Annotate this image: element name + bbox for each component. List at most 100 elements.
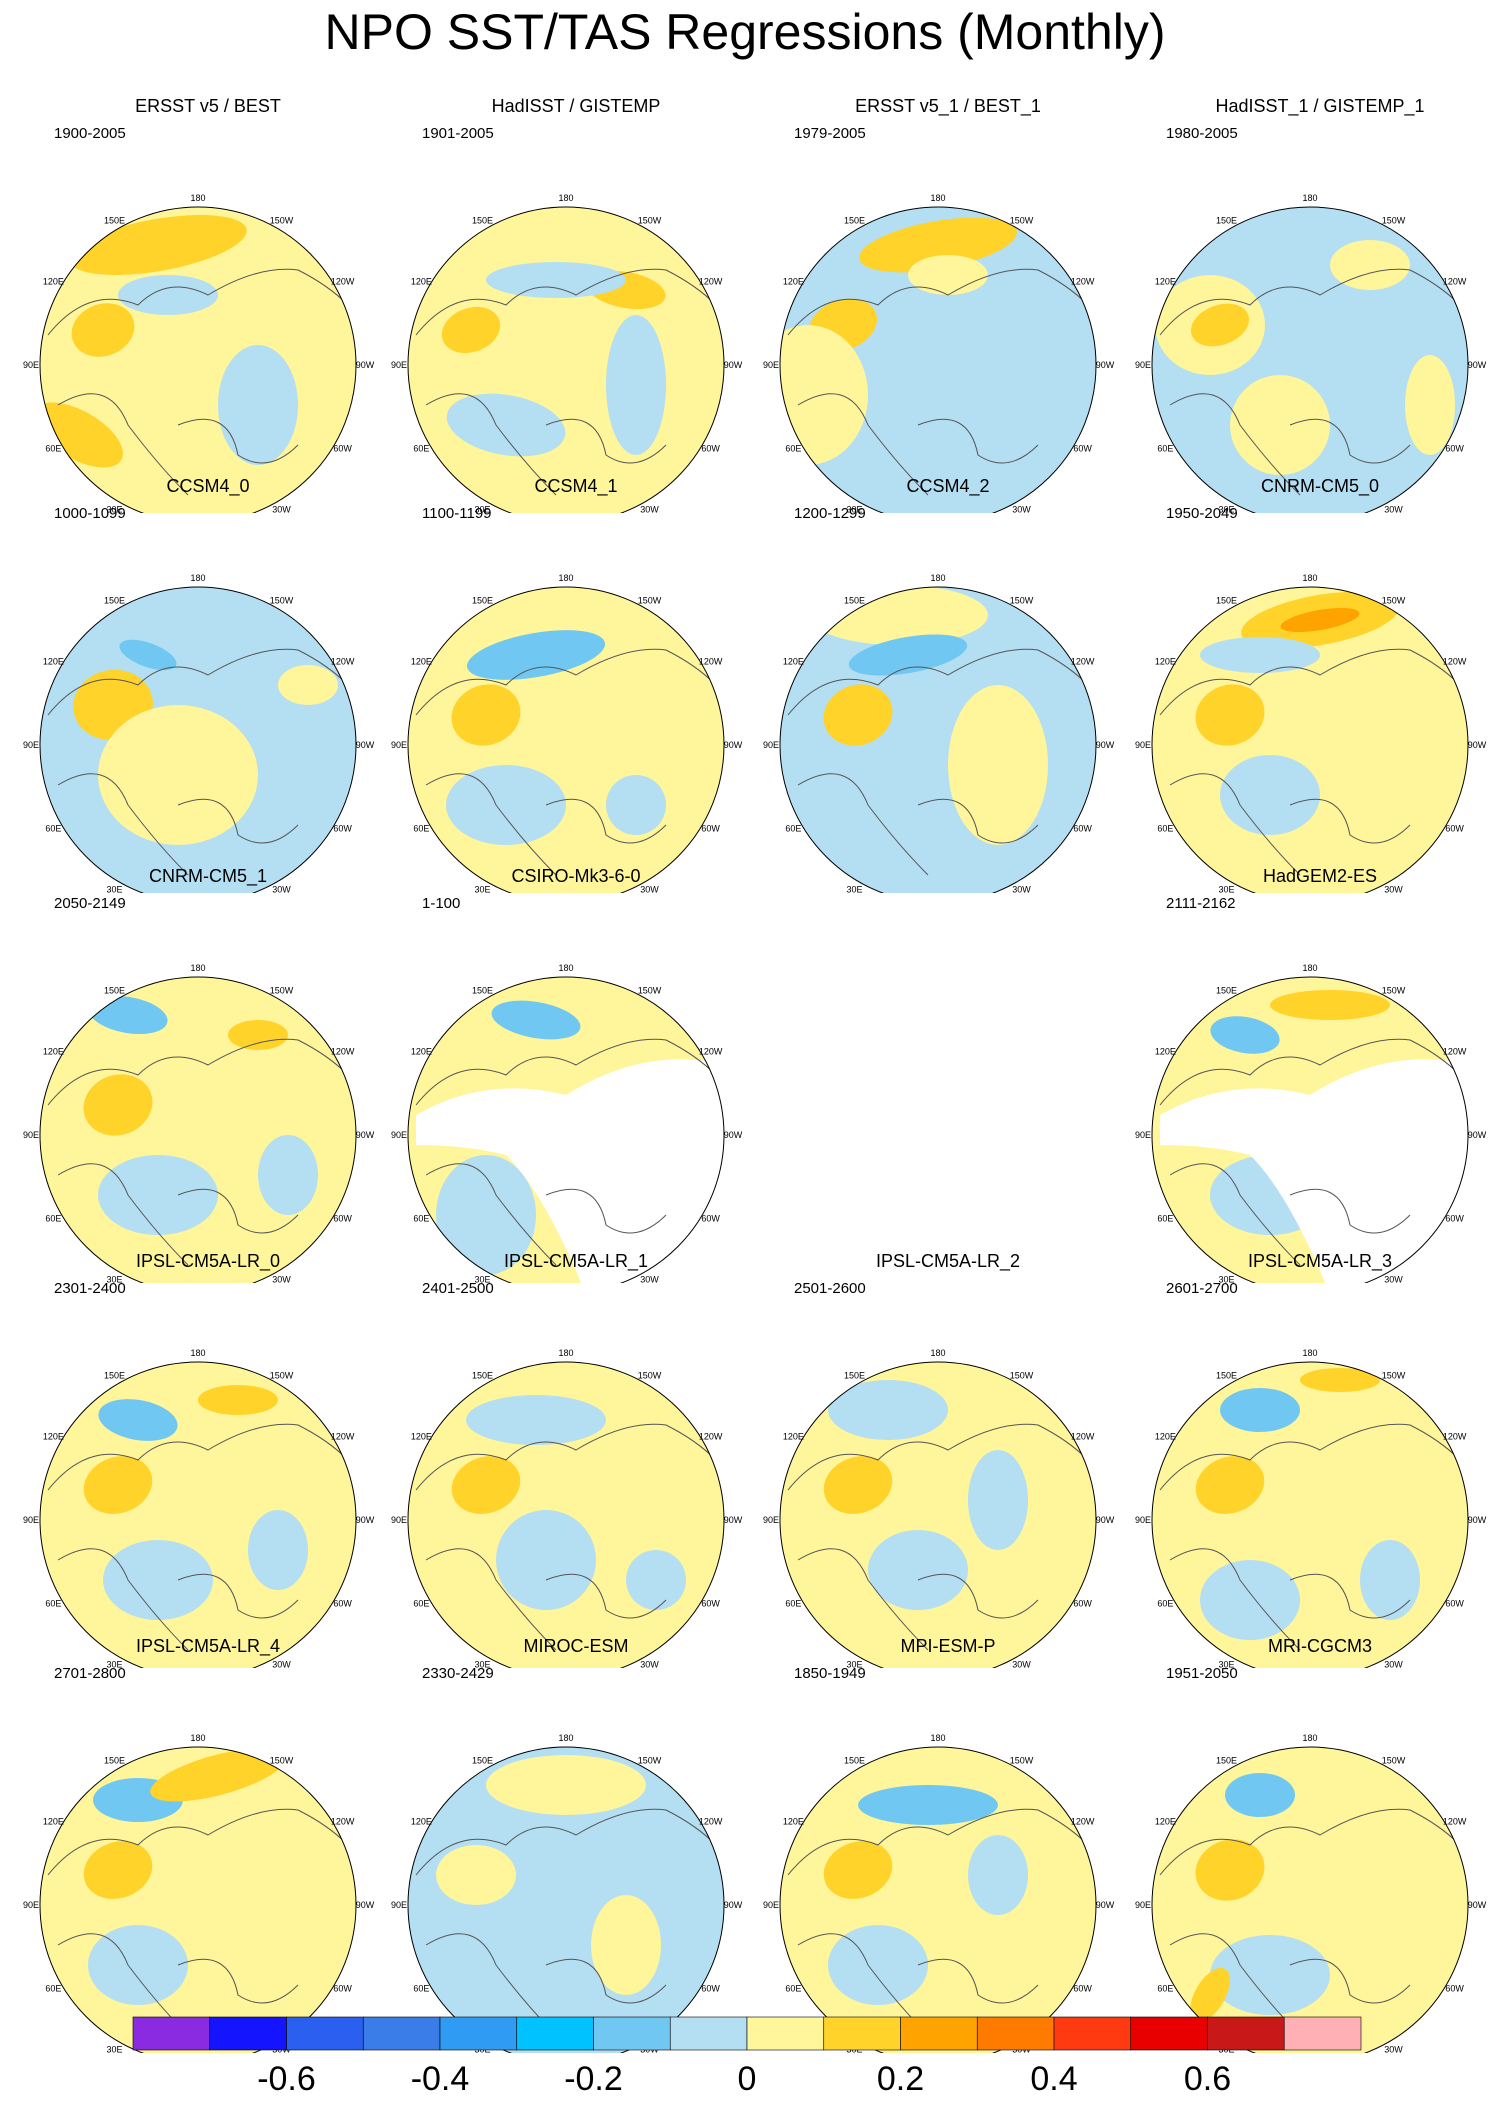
longitude-label: 60W <box>1073 444 1092 454</box>
polar-map: 180150E120E90E60E30E030W60W90W120W150W <box>391 573 743 893</box>
longitude-label: 60W <box>333 1984 352 1994</box>
longitude-label: 30W <box>1384 2045 1403 2053</box>
anomaly-region <box>98 1399 178 1441</box>
longitude-label: 90W <box>724 360 743 370</box>
longitude-label: 120E <box>783 1817 804 1827</box>
panel-period: 1200-1299 <box>794 505 866 522</box>
polar-map: 180150E120E90E60E30E030W60W90W120W150W <box>763 193 1115 513</box>
anomaly-region <box>859 217 1017 273</box>
anomaly-region <box>441 306 501 354</box>
anomaly-region <box>823 1456 893 1514</box>
longitude-label: 30W <box>272 1660 291 1668</box>
longitude-label: 120W <box>1443 1817 1467 1827</box>
anomaly-region <box>466 1395 606 1445</box>
anomaly-region <box>486 1755 646 1815</box>
colorbar-tick-label: 0.4 <box>1030 2060 1077 2098</box>
anomaly-region <box>98 705 258 845</box>
map-boundary <box>407 976 725 1283</box>
longitude-label: 60E <box>1157 1599 1173 1609</box>
longitude-label: 150W <box>1382 985 1406 995</box>
longitude-label: 120W <box>1443 657 1467 667</box>
map-panel: 180150E120E90E60E30E030W60W90W120W150WER… <box>22 95 394 513</box>
longitude-label: 60E <box>1157 1214 1173 1224</box>
colorbar-tick-label: 0.2 <box>877 2060 924 2098</box>
map-boundary <box>407 206 725 513</box>
panel-period: 2301-2400 <box>54 1280 126 1297</box>
longitude-label: 30W <box>272 505 291 513</box>
anomaly-region <box>858 1785 998 1825</box>
longitude-label: 120E <box>43 277 64 287</box>
coastline <box>47 1038 349 1266</box>
longitude-label: 60W <box>1445 824 1464 834</box>
polar-map: 180150E120E90E60E30E030W60W90W120W150W <box>391 193 743 513</box>
polar-map: 180150E120E90E60E30E030W60W90W120W150W <box>763 573 1115 893</box>
anomaly-region <box>436 1155 536 1275</box>
panel-title: MPI-ESM-P <box>900 1636 996 1656</box>
panel-period: 2401-2500 <box>422 1280 494 1297</box>
map-panel: 180150E120E90E60E30E030W60W90W120W150WMP… <box>762 1635 1134 2053</box>
map-background <box>408 207 724 513</box>
anomaly-region <box>1405 355 1455 455</box>
missing-data-region <box>416 1059 724 1283</box>
longitude-label: 30E <box>1218 2045 1234 2053</box>
anomaly-region <box>1195 1839 1265 1901</box>
map-panel: 180150E120E90E60E30E030W60W90W120W150WER… <box>762 95 1134 513</box>
polar-map: 180150E120E90E60E30E030W60W90W120W150W <box>763 1348 1115 1668</box>
anomaly-region <box>626 1550 686 1610</box>
polar-map: 180150E120E90E60E30E030W60W90W120W150W <box>391 1348 743 1668</box>
longitude-label: 180 <box>558 963 573 973</box>
colorbar-tick-label: -0.4 <box>411 2060 470 2098</box>
longitude-label: 150E <box>844 595 865 605</box>
longitude-label: 150W <box>1010 595 1034 605</box>
coastline <box>787 648 1089 876</box>
polar-map: 180150E120E90E60E30E030W60W90W120W150W <box>391 963 743 1283</box>
colorbar-tick-label: -0.6 <box>257 2060 316 2098</box>
longitude-label: 60E <box>1157 444 1173 454</box>
anomaly-region <box>1190 1967 1230 2023</box>
longitude-label: 120W <box>1071 1817 1095 1827</box>
map-panel: 180150E120E90E60E30E030W60W90W120W150WHa… <box>1134 865 1490 1283</box>
panel-period: 1951-2050 <box>1166 1665 1238 1682</box>
polar-map: 180150E120E90E60E30E030W60W90W120W150W <box>1135 1348 1487 1668</box>
panel-title: CSIRO-Mk3-6-0 <box>511 866 641 886</box>
longitude-label: 60E <box>785 1984 801 1994</box>
longitude-label: 120E <box>43 1047 64 1057</box>
coastline <box>1159 1423 1461 1651</box>
longitude-label: 60E <box>1157 824 1173 834</box>
longitude-label: 120E <box>1155 1817 1176 1827</box>
anomaly-region <box>40 402 123 468</box>
anomaly-region <box>1280 607 1360 633</box>
anomaly-region <box>808 587 988 645</box>
coastline <box>1159 268 1461 496</box>
polar-map: 180150E120E90E60E30E030W60W90W120W150W <box>23 1348 375 1668</box>
longitude-label: 120W <box>699 277 723 287</box>
map-background <box>780 1362 1096 1668</box>
longitude-label: 60E <box>785 444 801 454</box>
longitude-label: 90W <box>1096 1900 1115 1910</box>
longitude-label: 180 <box>558 193 573 203</box>
longitude-label: 90W <box>1096 360 1115 370</box>
map-panel: 180150E120E90E60E30E030W60W90W120W150WIP… <box>22 1250 394 1668</box>
longitude-label: 150E <box>1216 215 1237 225</box>
longitude-label: 150E <box>472 1755 493 1765</box>
longitude-label: 90W <box>356 1900 375 1910</box>
map-panel: 180150E120E90E60E30E030W60W90W120W150WCC… <box>762 475 1134 893</box>
longitude-label: 180 <box>190 1733 205 1743</box>
longitude-label: 120E <box>43 657 64 667</box>
map-panel: 180150E120E90E60E30E030W60W90W120W150WMI… <box>390 1635 762 2053</box>
longitude-label: 60W <box>1445 1214 1464 1224</box>
longitude-label: 60E <box>413 1214 429 1224</box>
longitude-label: 30E <box>1218 885 1234 893</box>
polar-map: 180150E120E90E60E30E030W60W90W120W150W <box>1135 963 1487 1283</box>
longitude-label: 60W <box>1445 1599 1464 1609</box>
longitude-label: 150W <box>1010 1370 1034 1380</box>
longitude-label: 150W <box>1010 1755 1034 1765</box>
coastline <box>787 1808 1089 2036</box>
anomaly-region <box>1200 1560 1300 1640</box>
longitude-label: 90E <box>391 1515 407 1525</box>
longitude-label: 180 <box>190 1348 205 1358</box>
panel-title: MRI-CGCM3 <box>1268 1636 1372 1656</box>
coastline <box>1159 648 1461 876</box>
map-panel: 180150E120E90E60E30E030W60W90W120W150WIP… <box>762 1250 1134 1668</box>
panel-title: CCSM4_0 <box>166 476 250 496</box>
